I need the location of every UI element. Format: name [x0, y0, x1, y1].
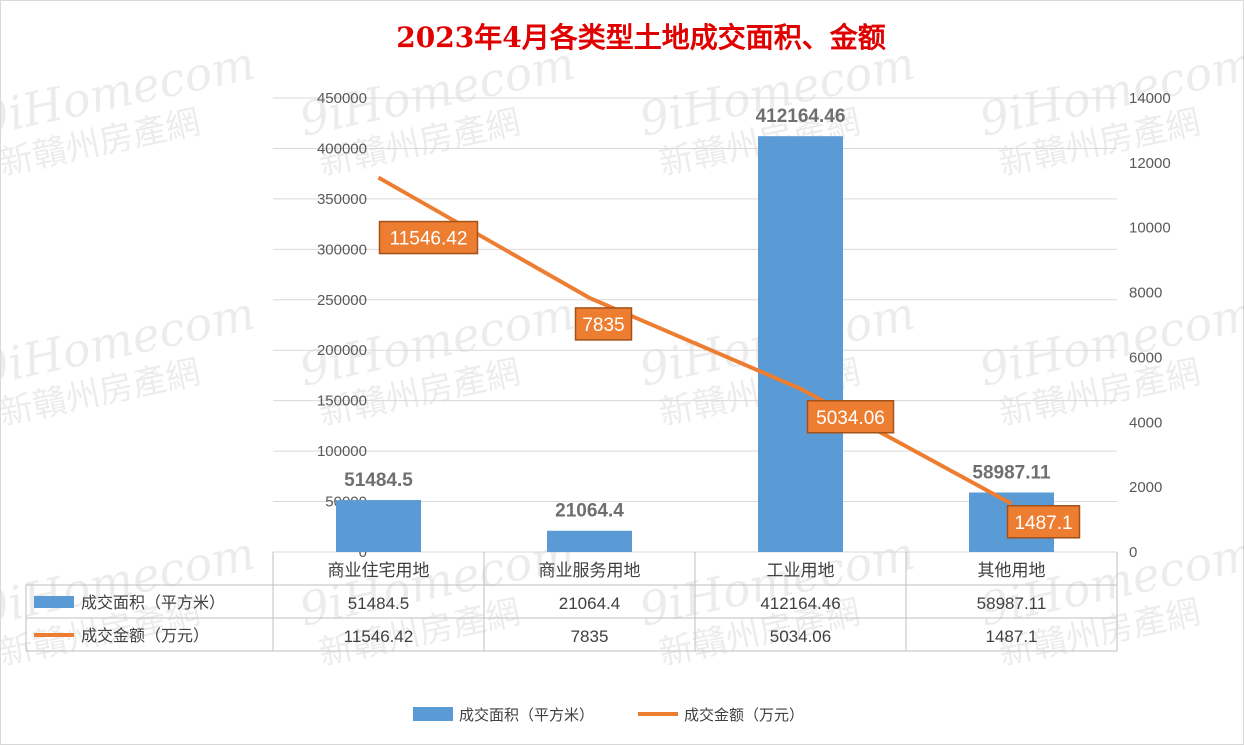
line-data-label: 5034.06	[816, 408, 885, 429]
line-data-label: 11546.42	[390, 229, 468, 250]
left-axis-tick-label: 400000	[317, 140, 367, 157]
right-axis-tick-label: 14000	[1129, 90, 1171, 107]
chart-title: 2023年4月各类型土地成交面积、金额	[396, 21, 885, 54]
legend: 成交面积（平方米） 成交金额（万元）	[413, 706, 804, 724]
bar-data-label: 21064.4	[555, 501, 624, 522]
line-data-label-box	[378, 220, 479, 255]
table-row-label: 成交面积（平方米）	[81, 593, 225, 612]
table-cell: 5034.06	[770, 627, 831, 646]
category-label: 商业住宅用地	[328, 561, 430, 581]
bar-data-label: 51484.5	[344, 470, 413, 491]
line-series	[377, 175, 1013, 506]
category-label: 商业服务用地	[539, 561, 641, 581]
left-axis-tick-label: 100000	[317, 443, 367, 460]
right-axis-tick-label: 2000	[1129, 479, 1162, 496]
line-data-label-box	[574, 307, 633, 341]
bar	[547, 530, 632, 552]
table-cell: 11546.42	[344, 627, 414, 646]
category-label: 其他用地	[978, 561, 1046, 581]
line-data-label-box	[1006, 505, 1081, 539]
table-area-swatch	[34, 596, 74, 608]
table-cell: 51484.5	[348, 594, 409, 613]
right-axis-tick-label: 12000	[1129, 155, 1171, 172]
right-axis-tick-label: 6000	[1129, 349, 1162, 366]
table-cell: 1487.1	[986, 627, 1038, 646]
right-axis-tick-label: 0	[1129, 544, 1137, 561]
left-axis-tick-label: 250000	[317, 292, 367, 309]
right-axis-tick-label: 10000	[1129, 220, 1171, 237]
legend-area-swatch	[413, 707, 453, 721]
line-data-label: 1487.1	[1014, 513, 1072, 534]
legend-area-label: 成交面积（平方米）	[459, 706, 594, 724]
bar-label-group: 51484.5 21064.4 412164.46 58987.11	[344, 106, 1051, 522]
bar-data-label: 58987.11	[972, 462, 1051, 483]
line-data-label-box	[806, 400, 895, 434]
bar-data-label: 412164.46	[756, 106, 846, 127]
table-cell: 21064.4	[559, 594, 620, 613]
left-axis-tick-label: 200000	[317, 342, 367, 359]
right-axis-tick-label: 8000	[1129, 285, 1162, 302]
left-y-axis: 0500001000001500002000002500003000003500…	[317, 90, 367, 561]
right-y-axis: 0 2000 4000 6000 8000 10000 12000 14000	[1129, 90, 1171, 561]
left-axis-tick-label: 450000	[317, 90, 367, 107]
left-axis-tick-label: 150000	[317, 393, 367, 410]
line-series-group: 11546.42 7835 5034.06 1487.1	[377, 175, 1081, 539]
legend-amount-label: 成交金额（万元）	[684, 706, 804, 724]
line-data-label: 7835	[582, 315, 624, 336]
bar	[758, 136, 843, 552]
right-axis-tick-label: 4000	[1129, 414, 1162, 431]
category-label: 工业用地	[767, 561, 835, 581]
table-cell: 7835	[571, 627, 609, 646]
left-axis-tick-label: 0	[359, 544, 367, 561]
bar	[336, 500, 421, 552]
table-cell: 58987.11	[977, 594, 1047, 613]
left-axis-tick-label: 300000	[317, 241, 367, 258]
left-axis-tick-label: 350000	[317, 191, 367, 208]
table-row-label: 成交金额（万元）	[81, 626, 209, 645]
table-cell: 412164.46	[760, 594, 840, 613]
